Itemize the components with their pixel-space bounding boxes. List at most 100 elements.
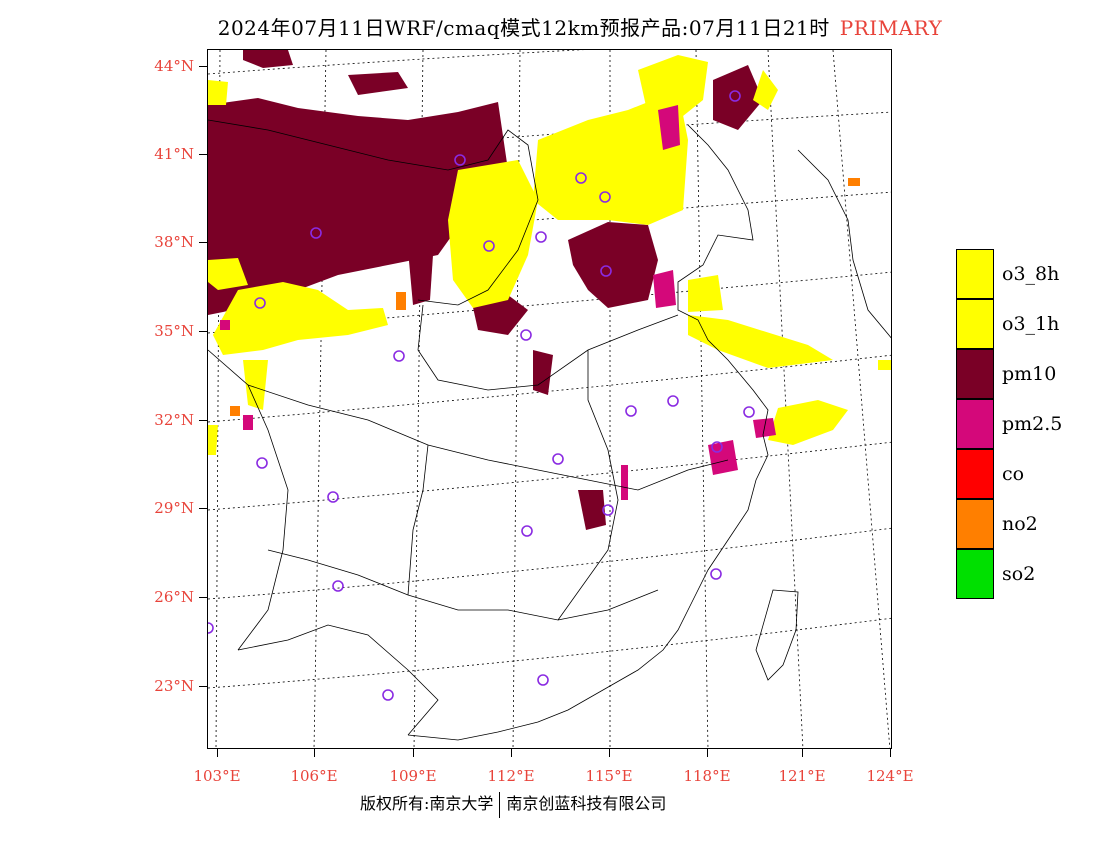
lon-label-109: 109°E — [389, 767, 437, 785]
station-marker — [711, 441, 723, 453]
lon-tick — [413, 749, 414, 757]
legend-swatch — [956, 399, 994, 449]
lat-label-35: 35°N — [154, 322, 194, 340]
legend-swatch — [956, 349, 994, 399]
province-west — [208, 349, 289, 651]
station-marker — [256, 457, 268, 469]
lon-tick — [802, 749, 803, 757]
station-marker — [454, 154, 466, 166]
province-north — [208, 119, 539, 306]
lon-label-118: 118°E — [683, 767, 731, 785]
grid-lon-112 — [512, 50, 521, 748]
title-main: 2024年07月11日WRF/cmaq模式12km预报产品:07月11日21时 — [217, 16, 830, 40]
no2-field — [230, 178, 860, 416]
province-mid — [407, 444, 429, 596]
station-marker — [729, 90, 741, 102]
lon-label-106: 106°E — [290, 767, 338, 785]
grid-lon-121 — [767, 50, 804, 748]
taiwan-coast — [755, 589, 799, 681]
lon-tick — [890, 749, 891, 757]
grid-lon-124 — [832, 50, 891, 748]
lon-label-112: 112°E — [487, 767, 535, 785]
lat-label-44: 44°N — [154, 57, 194, 75]
station-marker — [208, 622, 214, 634]
station-marker — [327, 491, 339, 503]
lat-label-32: 32°N — [154, 411, 194, 429]
lon-label-103: 103°E — [193, 767, 241, 785]
station-marker — [625, 405, 637, 417]
grid-lat-29 — [208, 441, 891, 511]
lon-tick — [609, 749, 610, 757]
copyright-right: 南京创蓝科技有限公司 — [506, 794, 667, 813]
province-central — [417, 304, 679, 391]
legend-swatch — [956, 499, 994, 549]
lon-tick — [314, 749, 315, 757]
station-marker — [575, 172, 587, 184]
station-marker — [710, 568, 722, 580]
legend-label: no2 — [1002, 513, 1038, 535]
lon-tick — [707, 749, 708, 757]
legend-label: pm10 — [1002, 363, 1057, 385]
station-marker — [520, 329, 532, 341]
station-marker — [743, 406, 755, 418]
station-marker — [537, 674, 549, 686]
lon-tick — [217, 749, 218, 757]
station-marker — [382, 689, 394, 701]
lat-label-23: 23°N — [154, 677, 194, 695]
coastline — [407, 124, 769, 741]
station-marker — [521, 525, 533, 537]
grid-lat-26 — [208, 527, 891, 600]
station-marker — [602, 504, 614, 516]
legend-swatch — [956, 249, 994, 299]
grid-lat-23 — [208, 617, 891, 689]
lon-tick — [511, 749, 512, 757]
station-marker — [552, 453, 564, 465]
lat-label-29: 29°N — [154, 499, 194, 517]
lat-label-41: 41°N — [154, 145, 194, 163]
station-marker — [332, 580, 344, 592]
legend-swatch — [956, 299, 994, 349]
lat-tick — [199, 508, 207, 509]
lat-tick — [199, 597, 207, 598]
station-marker — [310, 227, 322, 239]
lat-tick — [199, 420, 207, 421]
grid-lat-44 — [208, 50, 585, 75]
province-south — [267, 549, 659, 621]
station-marker — [535, 231, 547, 243]
station-marker — [599, 191, 611, 203]
lat-tick — [199, 686, 207, 687]
province-yangtze — [247, 384, 729, 491]
station-marker — [667, 395, 679, 407]
pm25-field — [220, 105, 776, 500]
lat-tick — [199, 66, 207, 67]
grid-lon-118 — [695, 50, 709, 748]
station-marker — [393, 350, 405, 362]
lat-tick — [199, 154, 207, 155]
legend-label: so2 — [1002, 563, 1036, 585]
title-tag: PRIMARY — [839, 16, 943, 40]
lon-label-124: 124°E — [866, 767, 914, 785]
legend-swatch — [956, 549, 994, 599]
map-title: 2024年07月11日WRF/cmaq模式12km预报产品:07月11日21时 P… — [0, 12, 1100, 41]
lat-tick — [199, 331, 207, 332]
lon-label-121: 121°E — [778, 767, 826, 785]
korea-coast — [797, 149, 891, 339]
lat-tick — [199, 242, 207, 243]
o3-field — [208, 55, 891, 455]
lat-label-26: 26°N — [154, 588, 194, 606]
legend-label: o3_1h — [1002, 313, 1060, 335]
legend-label: pm2.5 — [1002, 413, 1063, 435]
station-marker — [254, 297, 266, 309]
copyright-left: 版权所有:南京大学 — [360, 794, 494, 813]
lon-label-115: 115°E — [585, 767, 633, 785]
legend-label: o3_8h — [1002, 263, 1060, 285]
station-marker — [600, 265, 612, 277]
legend-label: co — [1002, 463, 1025, 485]
legend-swatch — [956, 449, 994, 499]
province-sw — [237, 624, 439, 736]
station-marker — [483, 240, 495, 252]
province-east — [557, 350, 619, 621]
stations — [208, 90, 755, 701]
map-frame[interactable] — [207, 49, 892, 749]
copyright-footer: 版权所有:南京大学 南京创蓝科技有限公司 — [360, 790, 666, 818]
